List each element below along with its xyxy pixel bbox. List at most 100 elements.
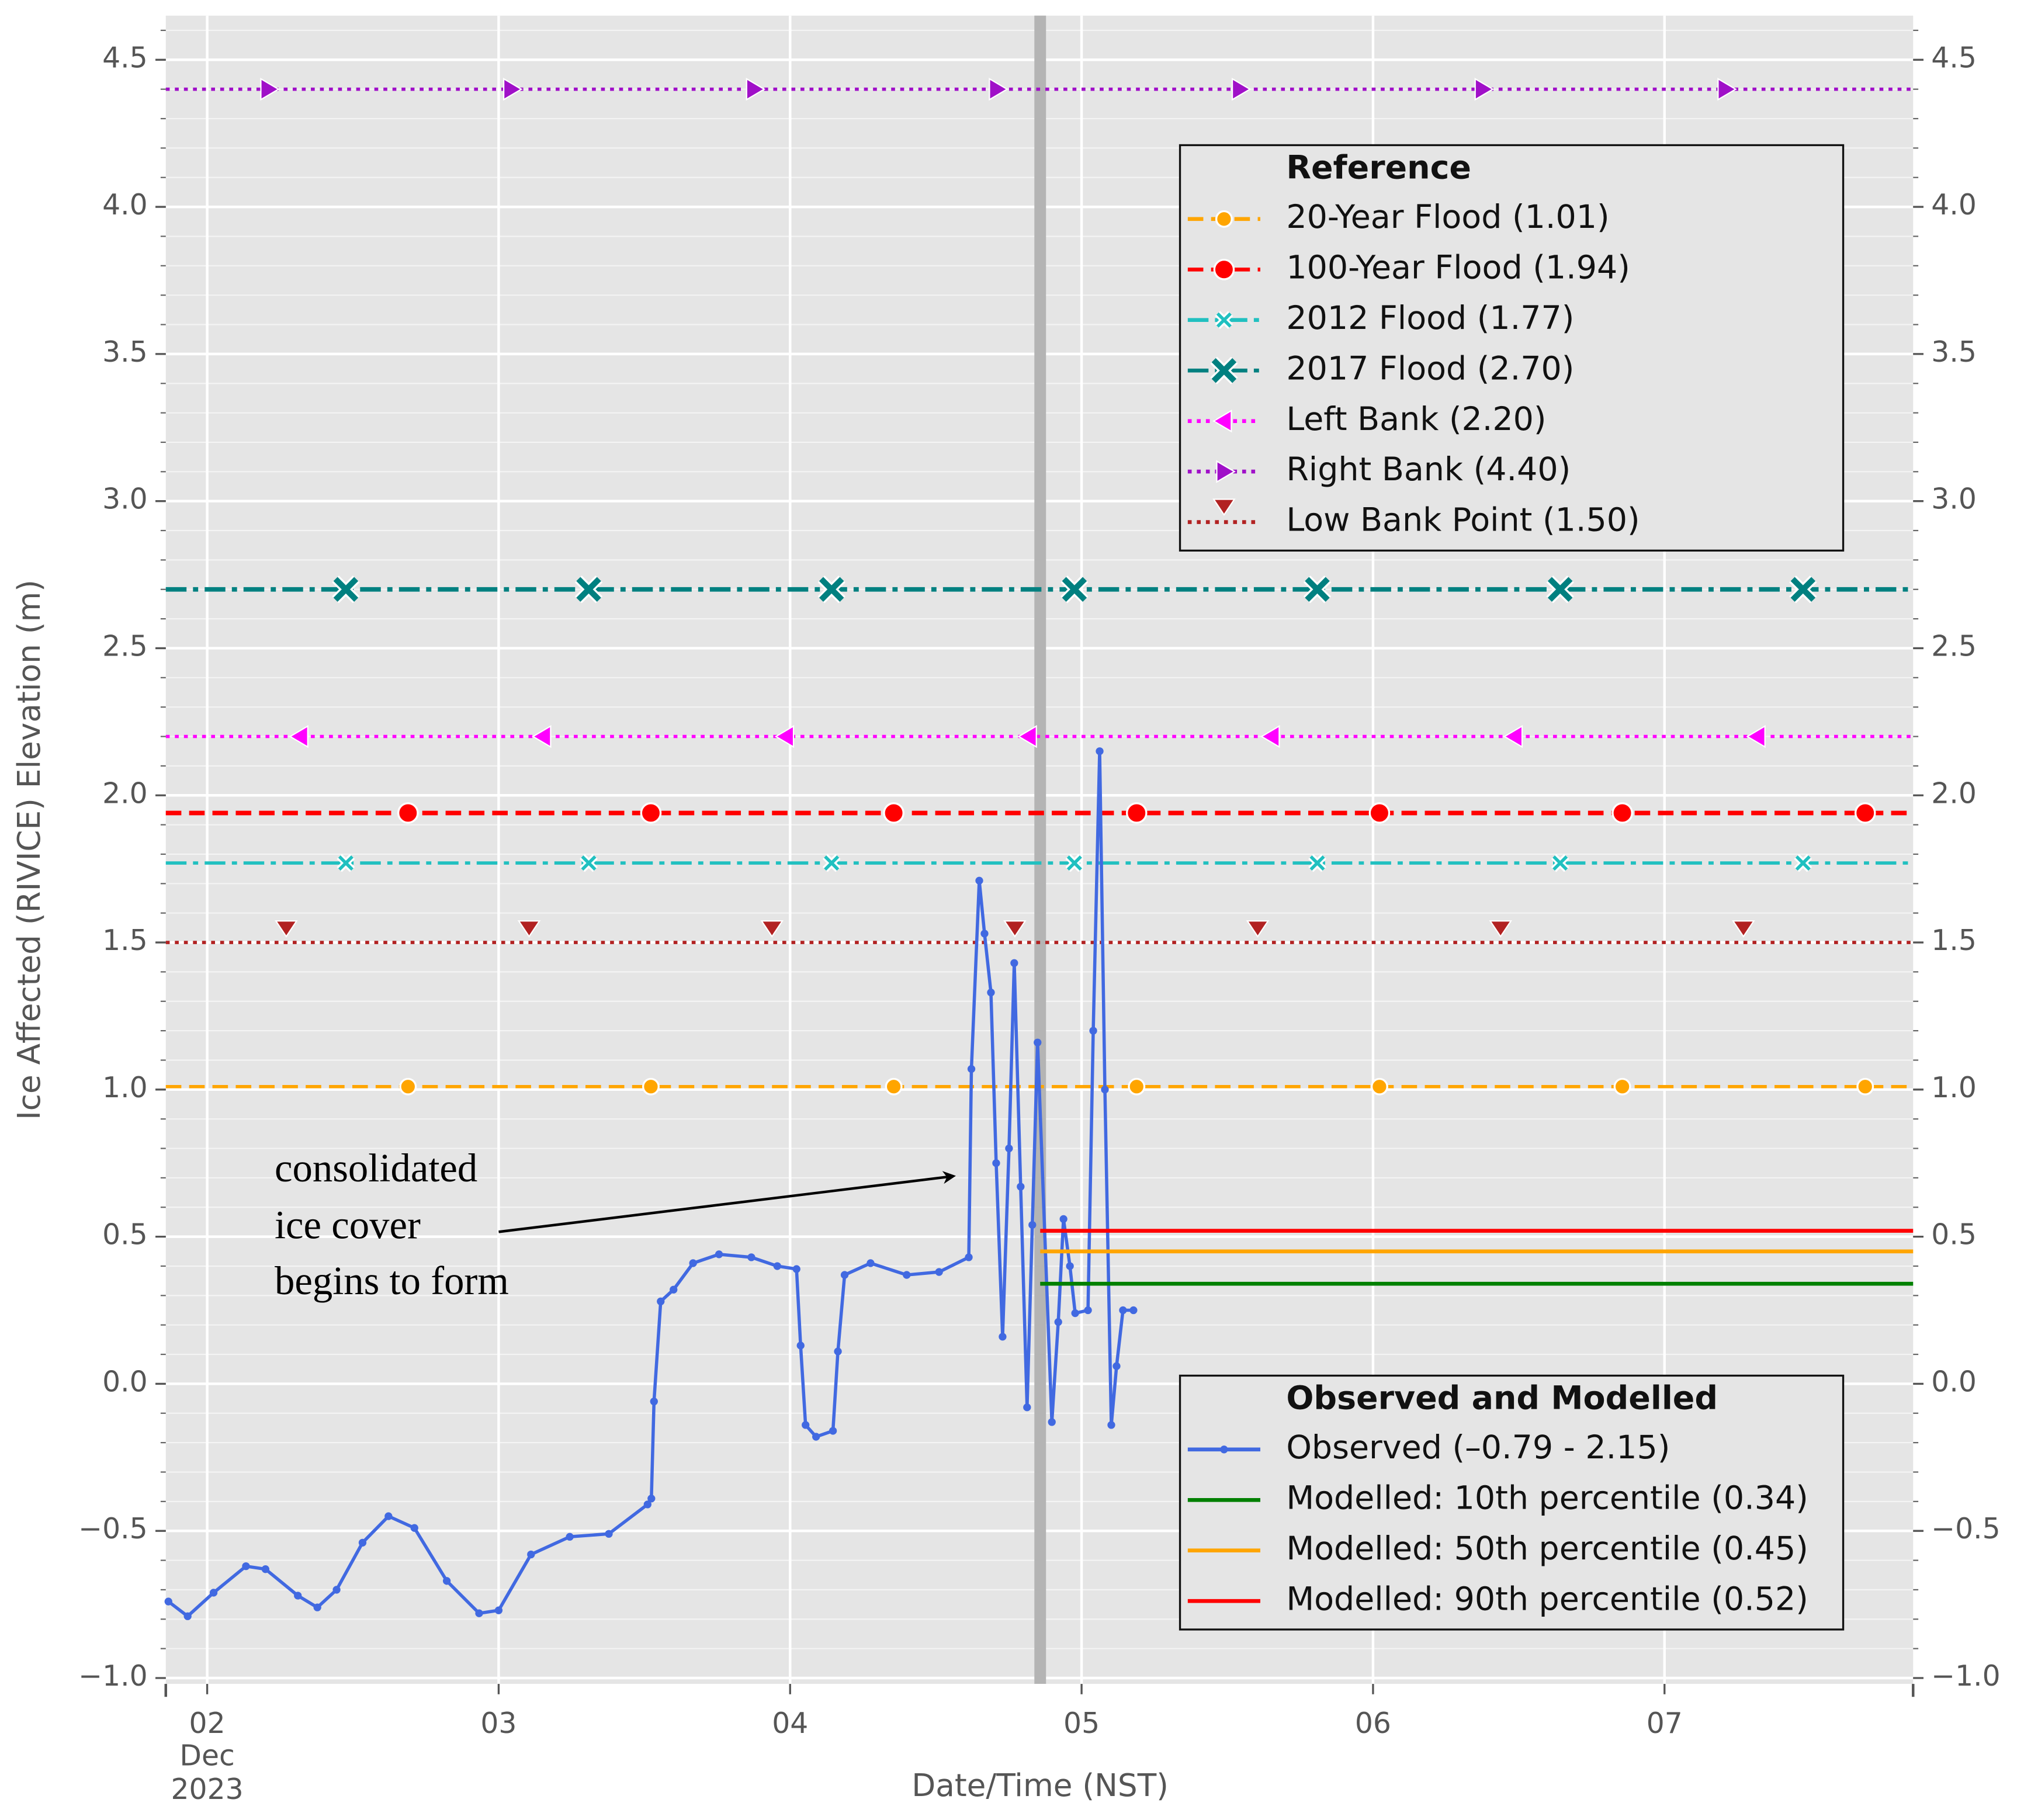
marker <box>1212 409 1232 433</box>
x-tick-label: 04 <box>772 1707 808 1740</box>
marker <box>643 1500 651 1509</box>
y2-tick-label: 3.5 <box>1931 335 1977 369</box>
marker <box>532 724 552 748</box>
marker <box>999 1333 1007 1341</box>
y-tick-label: 1.0 <box>102 1071 148 1104</box>
marker <box>399 1077 417 1096</box>
marker <box>1303 576 1332 604</box>
marker <box>746 77 766 101</box>
y-tick-label: 4.5 <box>102 41 148 74</box>
marker <box>1005 1144 1013 1153</box>
legend-box <box>1179 144 1845 552</box>
marker <box>384 1512 393 1520</box>
y-tick-label: 3.0 <box>102 483 148 516</box>
marker <box>840 1271 849 1279</box>
marker <box>313 1603 321 1611</box>
marker-x <box>1305 577 1330 602</box>
marker-x <box>576 577 601 602</box>
x-axis-label: Date/Time (NST) <box>911 1767 1169 1804</box>
marker <box>527 1550 535 1559</box>
marker <box>1732 920 1755 938</box>
y-tick-label: 2.5 <box>102 629 148 663</box>
legend-label: Low Bank Point (1.50) <box>1286 502 1640 539</box>
legend-label: Modelled: 90th percentile (0.52) <box>1286 1580 1808 1618</box>
marker <box>1060 576 1089 604</box>
marker <box>903 1271 911 1279</box>
marker <box>1112 1362 1121 1370</box>
marker <box>1611 802 1633 824</box>
marker <box>1216 460 1236 483</box>
marker <box>566 1533 574 1541</box>
marker <box>792 1265 800 1273</box>
marker <box>1101 1086 1109 1094</box>
marker-x <box>1309 855 1325 871</box>
y-tick-label: 0.0 <box>102 1365 148 1398</box>
marker <box>987 989 995 997</box>
marker <box>1059 1215 1068 1223</box>
x-tick-label: 03 <box>480 1707 517 1740</box>
marker <box>275 920 298 938</box>
marker <box>642 1077 660 1096</box>
marker <box>503 77 523 101</box>
marker <box>817 576 845 604</box>
marker <box>410 1524 418 1532</box>
y2-tick-label: 0.5 <box>1931 1218 1977 1252</box>
marker <box>261 1565 270 1573</box>
marker <box>1551 854 1569 872</box>
y2-tick-label: 4.5 <box>1931 41 1977 74</box>
x-tick-label: 07 <box>1647 1707 1683 1740</box>
y-tick-label: 0.5 <box>102 1218 148 1252</box>
marker-x <box>1211 358 1237 383</box>
marker <box>1260 724 1280 748</box>
observed-line <box>167 751 1134 1618</box>
marker <box>1215 210 1233 228</box>
y-tick-label: −1.0 <box>78 1659 147 1693</box>
marker <box>1212 498 1236 516</box>
marker-x <box>1790 577 1816 602</box>
marker <box>796 1341 805 1350</box>
marker <box>1128 1077 1146 1096</box>
marker <box>475 1609 483 1617</box>
legend-label: 20-Year Flood (1.01) <box>1286 199 1609 236</box>
marker-x <box>333 577 359 602</box>
marker <box>989 77 1008 101</box>
x-tick-sublabel: Dec <box>179 1739 234 1772</box>
marker-x <box>338 855 353 871</box>
marker <box>574 576 603 604</box>
y2-tick-label: 1.5 <box>1931 924 1977 957</box>
marker <box>605 1530 613 1538</box>
marker <box>397 802 419 824</box>
marker <box>1054 1318 1062 1326</box>
marker <box>1065 854 1084 872</box>
legend-label: 2012 Flood (1.77) <box>1286 300 1574 337</box>
marker <box>580 854 598 872</box>
annotation-arrow <box>498 1171 956 1233</box>
legend-label: Observed (–0.79 - 2.15) <box>1286 1429 1670 1467</box>
y2-tick-label: 1.0 <box>1931 1071 1977 1104</box>
y-tick-label: 1.5 <box>102 924 148 957</box>
marker <box>822 854 841 872</box>
marker <box>1096 747 1104 755</box>
marker-x <box>1216 312 1232 328</box>
marker <box>1215 311 1233 330</box>
marker-x <box>824 855 840 871</box>
marker-x <box>1066 855 1082 871</box>
legend-label: Left Bank (2.20) <box>1286 401 1546 438</box>
annotation: consolidated <box>275 1146 477 1190</box>
marker <box>1107 1421 1115 1429</box>
marker <box>834 1347 842 1356</box>
marker-x <box>1552 855 1568 871</box>
marker <box>1368 802 1391 824</box>
marker <box>1071 1309 1079 1318</box>
marker <box>1613 1077 1631 1096</box>
marker <box>650 1397 658 1406</box>
marker <box>965 1253 973 1261</box>
marker <box>935 1268 943 1276</box>
marker <box>183 1612 192 1620</box>
y-tick-label: −0.5 <box>78 1512 147 1545</box>
marker <box>883 802 904 824</box>
marker <box>867 1259 875 1267</box>
y2-tick-label: 3.0 <box>1931 483 1977 516</box>
marker <box>657 1297 665 1306</box>
